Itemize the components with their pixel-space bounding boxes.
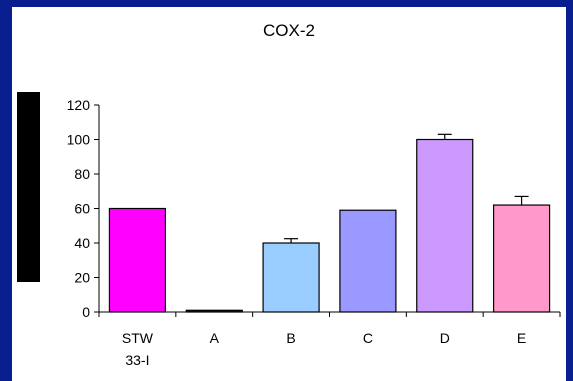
x-tick-label: B	[286, 330, 295, 346]
bar	[108, 207, 167, 313]
bar-chart: 0 20 40 60 80 100 120 STW 33-I A B C D E	[67, 97, 561, 368]
y-tick-label: 20	[74, 270, 90, 286]
bar	[416, 138, 474, 313]
y-tick-label: 80	[74, 166, 90, 182]
chart-title: COX-2	[263, 21, 315, 40]
y-tick-label: 120	[67, 97, 91, 113]
bar	[339, 209, 397, 313]
bar	[492, 204, 551, 313]
y-tick-label: 0	[82, 304, 90, 320]
y-tick-label: 60	[74, 201, 90, 217]
chart-panel: COX-2 0 20 40 60 80 100 120 STW 33-I A B C D E	[12, 7, 566, 381]
x-tick-label: C	[363, 330, 373, 346]
x-tick-label: D	[440, 330, 450, 346]
x-tick-label: A	[210, 330, 220, 346]
y-tick-label: 100	[67, 132, 91, 148]
bar	[185, 309, 243, 313]
x-tick-label: E	[517, 330, 526, 346]
y-axis-label-redacted	[17, 92, 40, 282]
y-tick-label: 40	[74, 235, 90, 251]
x-tick-label: 33-I	[125, 352, 149, 368]
bar	[262, 242, 320, 313]
x-tick-label: STW	[122, 330, 154, 346]
